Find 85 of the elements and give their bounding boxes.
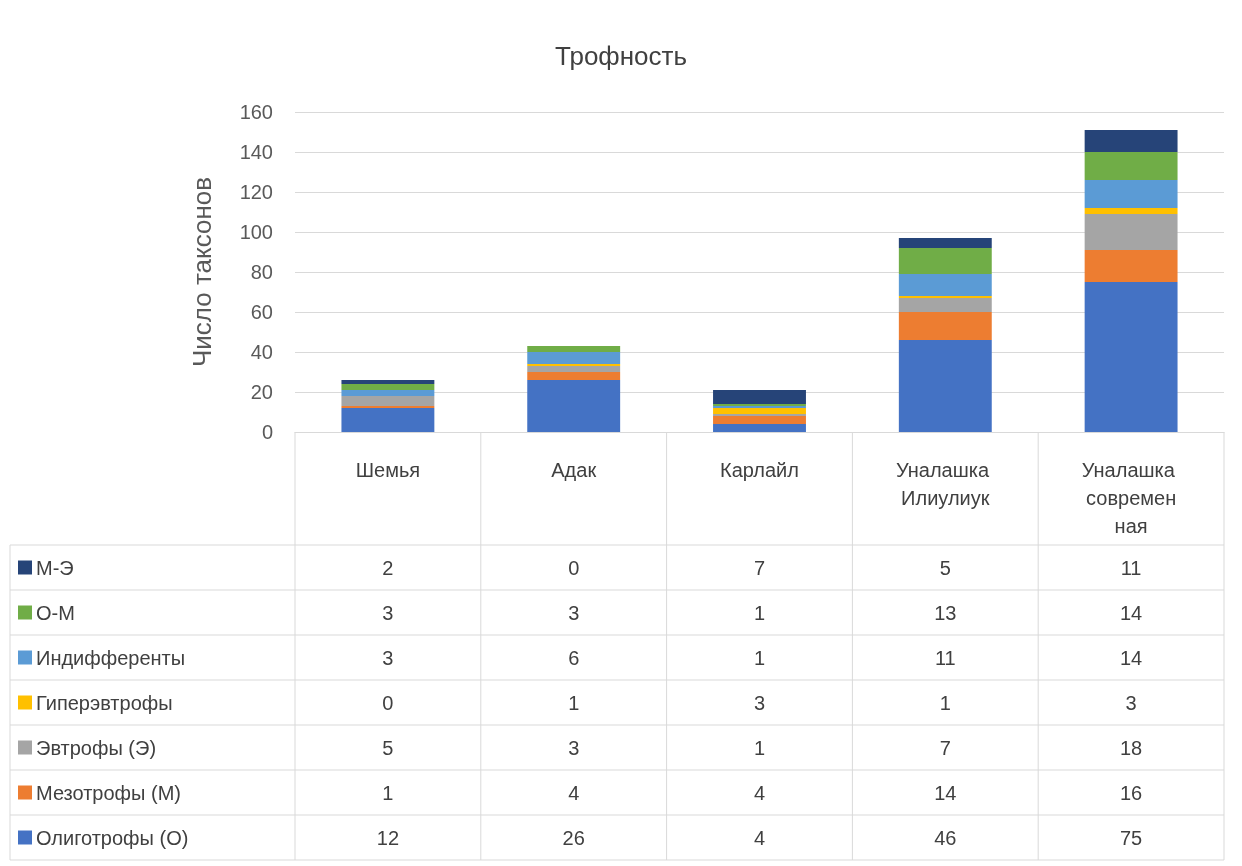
data-label: 2 [382, 556, 394, 579]
y-tick-label: 80 [250, 261, 273, 283]
bar [898, 274, 992, 296]
data-label: 1 [568, 691, 580, 714]
bar [341, 380, 435, 384]
data-label: 0 [382, 691, 394, 714]
legend-label: М-Э [36, 556, 74, 579]
legend-label: Индифференты [36, 646, 186, 669]
data-label: 1 [753, 601, 766, 624]
bar [1084, 282, 1178, 432]
bar [1084, 250, 1178, 282]
bar [341, 390, 435, 396]
data-label: 4 [753, 781, 766, 804]
bar [1084, 214, 1178, 250]
data-label: 4 [568, 781, 580, 804]
data-label: 1 [939, 691, 951, 714]
data-label: 3 [753, 691, 766, 714]
bar [527, 346, 621, 352]
bar [713, 424, 806, 432]
x-tick-label: Уналашка Илиулиук [895, 459, 995, 509]
legend-label: Гиперэвтрофы [36, 691, 173, 714]
bar [713, 390, 806, 404]
data-label: 12 [376, 826, 400, 849]
bar [898, 312, 992, 340]
data-label: 0 [568, 556, 580, 579]
chart-title: Трофность [554, 41, 688, 71]
data-label: 26 [562, 826, 585, 849]
x-tick-label: Уналашка современная [1081, 459, 1181, 537]
data-label: 46 [934, 826, 957, 849]
legend-label: Мезотрофы (М) [36, 781, 181, 804]
bar [1084, 180, 1178, 208]
y-tick-label: 120 [239, 181, 273, 203]
y-tick-label: 0 [261, 421, 273, 443]
data-label: 14 [934, 781, 957, 804]
data-label: 3 [1125, 691, 1137, 714]
bar [341, 396, 435, 406]
data-label: 18 [1119, 736, 1143, 759]
bar [341, 408, 435, 432]
y-tick-label: 60 [250, 301, 273, 323]
data-label: 75 [1119, 826, 1143, 849]
data-label: 11 [934, 646, 956, 669]
bar [898, 298, 992, 312]
data-label: 1 [753, 646, 766, 669]
data-label: 14 [1119, 646, 1143, 669]
bar [1084, 130, 1178, 152]
bar [527, 366, 621, 372]
bar [1084, 152, 1178, 180]
bar [898, 248, 992, 274]
bar [898, 340, 992, 432]
x-tick-label: Шемья [355, 459, 421, 481]
bar [527, 372, 621, 380]
bar [527, 380, 621, 432]
x-tick-label: Карлайл [720, 459, 799, 481]
data-label: 16 [1119, 781, 1143, 804]
bar [898, 238, 992, 248]
data-label: 6 [568, 646, 580, 669]
data-label: 3 [568, 601, 580, 624]
data-label: 3 [568, 736, 580, 759]
y-tick-label: 20 [250, 381, 273, 403]
x-tick-label: Адак [551, 459, 597, 481]
bar [527, 352, 621, 364]
bar [1084, 208, 1178, 214]
y-axis-title: Число таксонов [187, 176, 217, 368]
legend-label: Олиготрофы (О) [36, 826, 189, 849]
y-tick-label: 140 [239, 141, 273, 163]
y-tick-label: 100 [239, 221, 273, 243]
data-label: 3 [382, 601, 394, 624]
data-label: 5 [939, 556, 951, 579]
data-label: 4 [753, 826, 766, 849]
bar [341, 384, 435, 390]
data-label: 1 [753, 736, 766, 759]
data-label: 14 [1119, 601, 1143, 624]
data-label: 7 [939, 736, 951, 759]
data-label: 3 [382, 646, 394, 669]
bar [713, 416, 806, 424]
y-tick-label: 40 [250, 341, 273, 363]
y-tick-label: 160 [239, 101, 273, 123]
legend-label: Эвтрофы (Э) [36, 736, 157, 759]
data-label: 7 [753, 556, 766, 579]
data-label: 5 [382, 736, 394, 759]
bar [713, 408, 806, 414]
data-label: 11 [1120, 556, 1142, 579]
legend-label: О-М [36, 601, 75, 624]
data-label: 13 [934, 601, 957, 624]
data-label: 1 [382, 781, 394, 804]
